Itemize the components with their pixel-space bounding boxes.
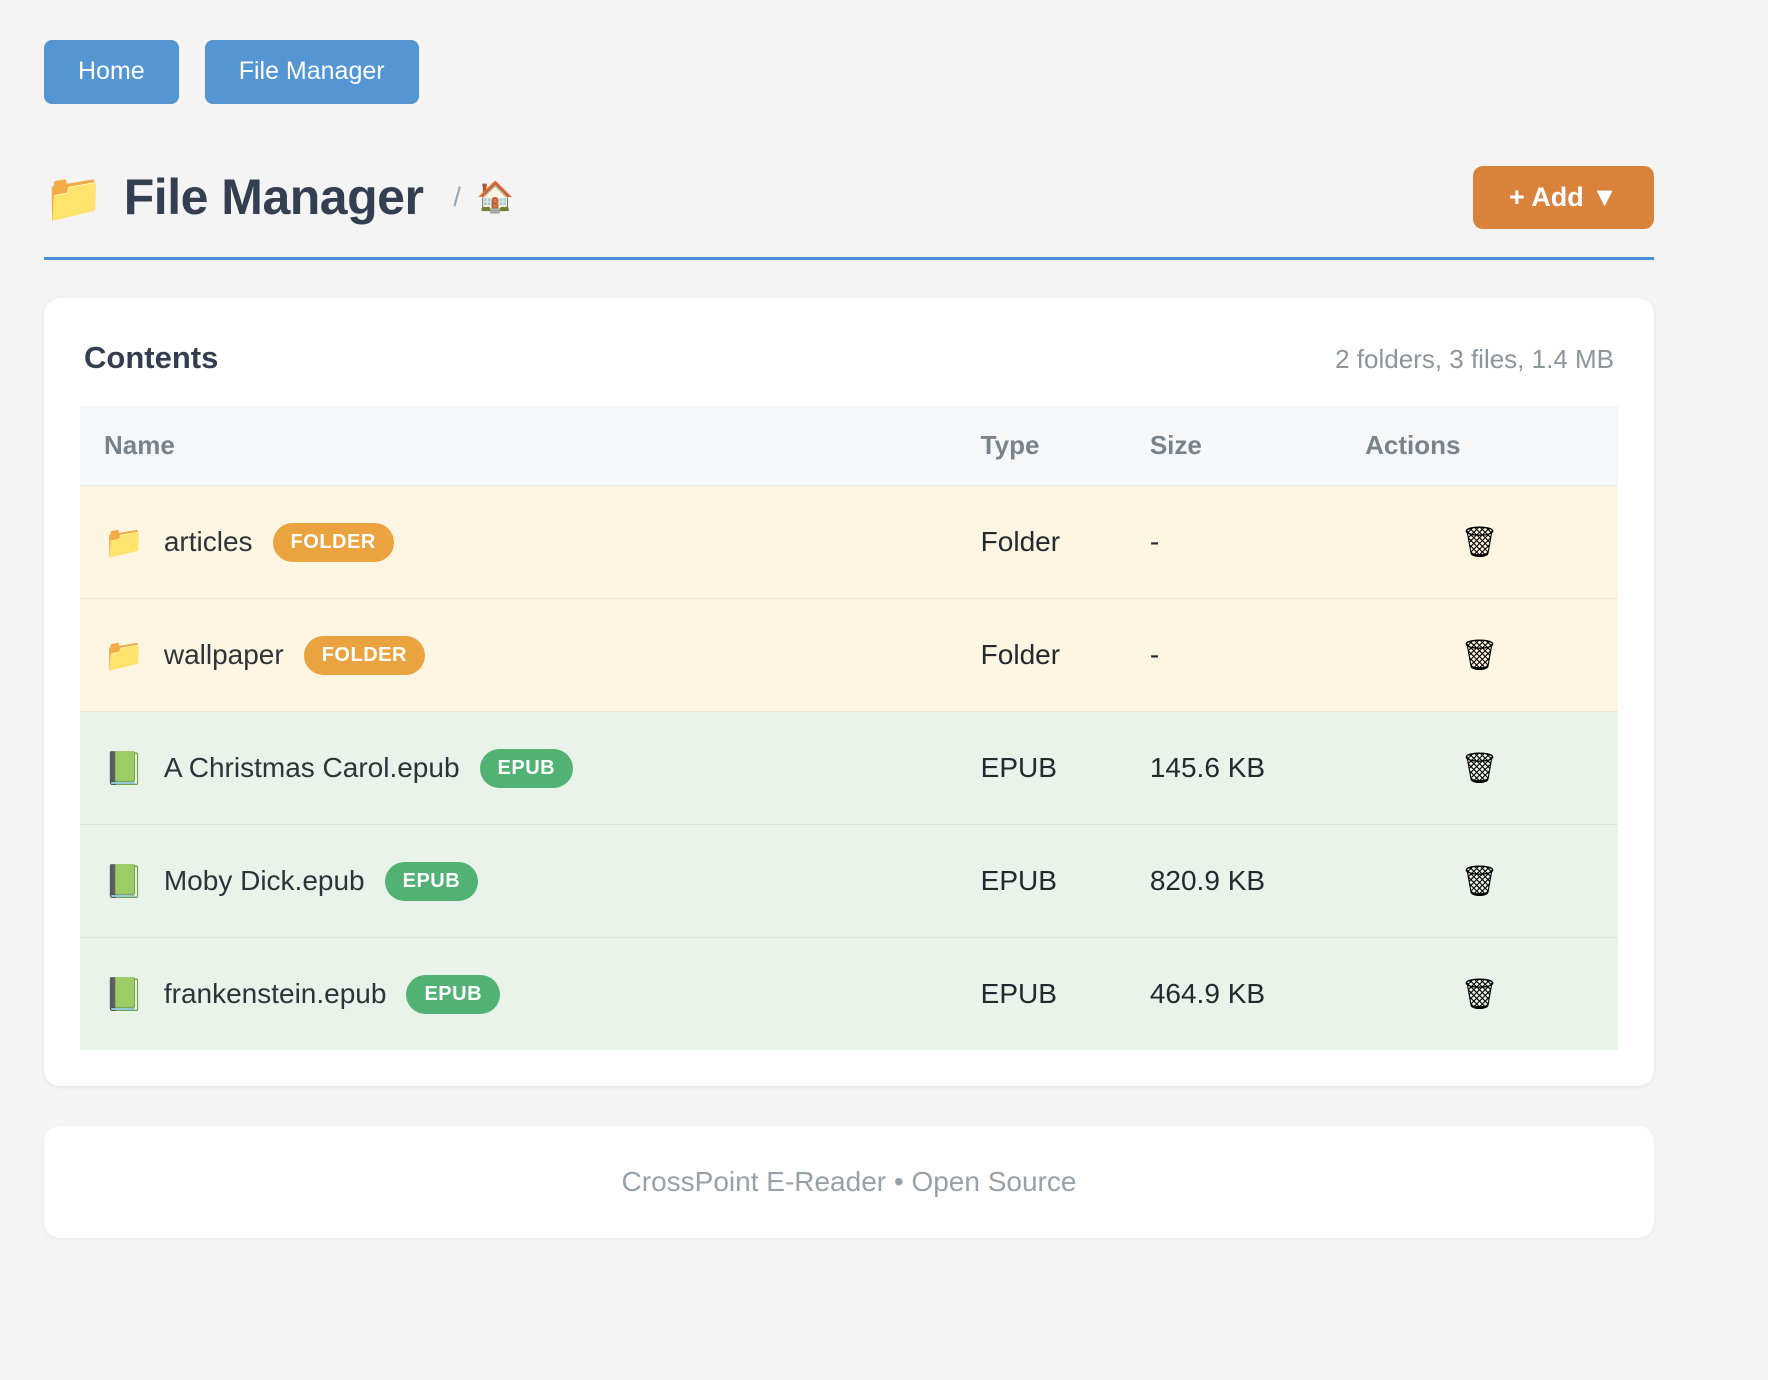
column-header-size: Size — [1125, 406, 1342, 486]
file-type-icon: 📁 — [104, 524, 144, 561]
breadcrumb-separator: / — [453, 181, 461, 212]
contents-table-body: 📁 articles FOLDER Folder - 🗑 📁 wallpaper… — [80, 485, 1618, 1051]
type-cell: Folder — [956, 485, 1126, 599]
file-name[interactable]: articles — [163, 526, 253, 558]
actions-cell: 🗑 — [1341, 937, 1618, 1051]
type-badge: EPUB — [479, 748, 574, 788]
actions-cell: 🗑 — [1341, 598, 1618, 712]
contents-summary: 2 folders, 3 files, 1.4 MB — [1335, 344, 1614, 375]
add-button[interactable]: + Add ▼ — [1473, 165, 1654, 230]
type-badge: FOLDER — [303, 635, 425, 675]
page-title: File Manager — [123, 169, 424, 226]
name-cell: 📁 articles FOLDER — [80, 485, 957, 599]
file-name[interactable]: wallpaper — [163, 639, 284, 671]
file-name[interactable]: A Christmas Carol.epub — [163, 752, 460, 784]
header-divider — [44, 257, 1654, 261]
delete-button[interactable]: 🗑 — [1451, 747, 1509, 790]
top-nav: Home File Manager — [44, 40, 1654, 104]
type-cell: EPUB — [956, 711, 1126, 825]
file-type-icon: 📗 — [104, 863, 144, 900]
file-type-icon: 📁 — [104, 637, 144, 674]
contents-table: Name Type Size Actions 📁 articles FOLDER… — [80, 406, 1618, 1051]
size-cell: - — [1125, 485, 1342, 599]
size-cell: - — [1125, 598, 1342, 712]
folder-icon: 📁 — [44, 171, 104, 225]
name-cell: 📗 A Christmas Carol.epub EPUB — [80, 711, 957, 825]
table-header-row: Name Type Size Actions — [80, 406, 1618, 486]
delete-button[interactable]: 🗑 — [1451, 973, 1509, 1016]
column-header-name: Name — [80, 406, 957, 486]
size-cell: 145.6 KB — [1125, 711, 1342, 825]
actions-cell: 🗑 — [1341, 485, 1618, 599]
contents-card-header: Contents 2 folders, 3 files, 1.4 MB — [80, 334, 1618, 406]
table-row[interactable]: 📗 A Christmas Carol.epub EPUB EPUB 145.6… — [80, 711, 1618, 825]
type-cell: EPUB — [956, 824, 1126, 938]
type-cell: Folder — [956, 598, 1126, 712]
nav-button-home[interactable]: Home — [44, 40, 179, 104]
column-header-actions: Actions — [1341, 406, 1618, 486]
file-type-icon: 📗 — [104, 750, 144, 787]
type-badge: EPUB — [384, 861, 479, 901]
footer-text: CrossPoint E-Reader • Open Source — [621, 1166, 1077, 1198]
breadcrumb: / 🏠 — [453, 180, 514, 215]
table-row[interactable]: 📗 frankenstein.epub EPUB EPUB 464.9 KB 🗑 — [80, 937, 1618, 1051]
name-cell: 📗 frankenstein.epub EPUB — [80, 937, 957, 1051]
page-header: 📁 File Manager / 🏠 + Add ▼ — [44, 165, 1654, 230]
type-cell: EPUB — [956, 937, 1126, 1051]
name-cell: 📗 Moby Dick.epub EPUB — [80, 824, 957, 938]
delete-button[interactable]: 🗑 — [1451, 634, 1509, 677]
contents-card: Contents 2 folders, 3 files, 1.4 MB Name… — [44, 298, 1654, 1087]
delete-button[interactable]: 🗑 — [1451, 860, 1509, 903]
footer: CrossPoint E-Reader • Open Source — [44, 1126, 1654, 1239]
page-container: Home File Manager 📁 File Manager / 🏠 + A… — [44, 0, 1654, 1239]
type-badge: FOLDER — [272, 522, 394, 562]
size-cell: 820.9 KB — [1125, 824, 1342, 938]
table-row[interactable]: 📗 Moby Dick.epub EPUB EPUB 820.9 KB 🗑 — [80, 824, 1618, 938]
table-row[interactable]: 📁 wallpaper FOLDER Folder - 🗑 — [80, 598, 1618, 712]
file-name[interactable]: frankenstein.epub — [163, 978, 387, 1010]
delete-button[interactable]: 🗑 — [1451, 521, 1509, 564]
type-badge: EPUB — [406, 974, 501, 1014]
nav-button-file-manager[interactable]: File Manager — [204, 40, 419, 104]
size-cell: 464.9 KB — [1125, 937, 1342, 1051]
file-name[interactable]: Moby Dick.epub — [163, 865, 365, 897]
actions-cell: 🗑 — [1341, 824, 1618, 938]
actions-cell: 🗑 — [1341, 711, 1618, 825]
contents-title: Contents — [84, 340, 219, 376]
name-cell: 📁 wallpaper FOLDER — [80, 598, 957, 712]
file-type-icon: 📗 — [104, 976, 144, 1013]
table-row[interactable]: 📁 articles FOLDER Folder - 🗑 — [80, 485, 1618, 599]
column-header-type: Type — [956, 406, 1126, 486]
home-icon[interactable]: 🏠 — [476, 180, 515, 214]
